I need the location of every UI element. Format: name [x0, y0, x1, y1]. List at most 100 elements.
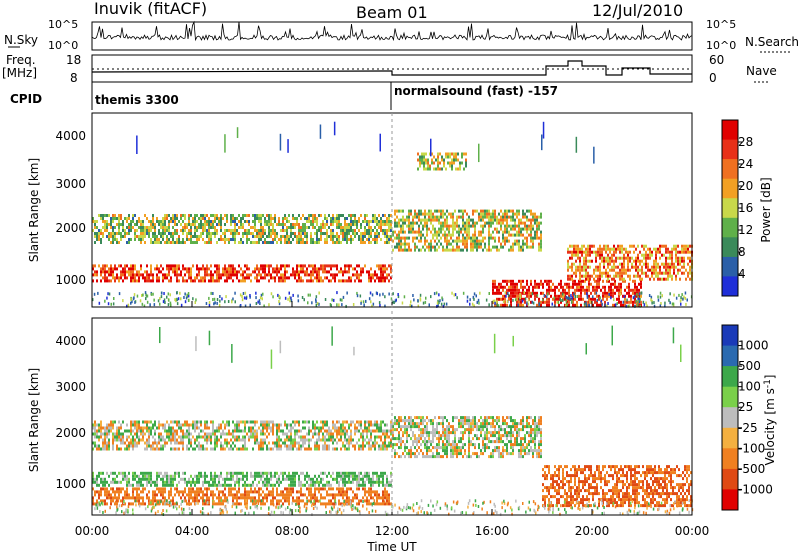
heatmap-cell [336, 303, 338, 307]
heatmap-cell [628, 304, 630, 308]
heatmap-cell [342, 426, 344, 430]
heatmap-cell [462, 221, 464, 225]
heatmap-cell [298, 474, 300, 478]
heatmap-cell [162, 223, 164, 226]
heatmap-cell [516, 297, 518, 301]
heatmap-cell [294, 235, 296, 238]
heatmap-cell [368, 276, 370, 280]
heatmap-cell [120, 441, 122, 445]
heatmap-cell [124, 267, 126, 271]
heatmap-cell [510, 233, 512, 237]
heatmap-cell [102, 471, 104, 475]
heatmap-cell [192, 223, 194, 226]
heatmap-cell [260, 441, 262, 445]
heatmap-cell [603, 265, 605, 269]
heatmap-cell [464, 239, 466, 243]
heatmap-cell [689, 244, 691, 248]
heatmap-cell [124, 235, 126, 238]
heatmap-cell [188, 270, 190, 274]
heatmap-cell [414, 212, 416, 216]
heatmap-cell [132, 420, 134, 424]
heatmap-cell [657, 271, 659, 275]
heatmap-cell [208, 279, 210, 283]
heatmap-cell [609, 256, 611, 260]
heatmap-cell [380, 423, 382, 427]
heatmap-cell [250, 435, 252, 439]
heatmap-cell [316, 267, 318, 271]
heatmap-cell [162, 477, 164, 481]
heatmap-cell [242, 232, 244, 235]
heatmap-cell [548, 303, 550, 307]
heatmap-cell [280, 480, 282, 484]
heatmap-cell [326, 235, 328, 238]
heatmap-cell [514, 218, 516, 222]
heatmap-cell [502, 236, 504, 240]
heatmap-cell [398, 230, 400, 234]
heatmap-cell [348, 447, 350, 451]
heatmap-cell [540, 291, 542, 295]
heatmap-cell [166, 241, 168, 244]
heatmap-cell [426, 230, 428, 234]
heatmap-cell [587, 253, 589, 257]
heatmap-cell [200, 435, 202, 439]
heatmap-cell [232, 432, 234, 436]
colorbar-tick-label: 4 [738, 267, 746, 281]
heatmap-cell [110, 264, 112, 268]
heatmap-cell [633, 244, 635, 248]
heatmap-cell [260, 432, 262, 436]
heatmap-cell [536, 282, 538, 286]
heatmap-cell [234, 220, 236, 223]
heatmap-cell [292, 477, 294, 481]
heatmap-cell [290, 432, 292, 436]
heatmap-cell [586, 285, 588, 289]
heatmap-cell [410, 300, 412, 304]
heatmap-cell [287, 297, 289, 301]
heatmap-cell [348, 477, 350, 481]
heatmap-cell [344, 438, 346, 442]
heatmap-cell [234, 480, 236, 484]
nsearch-axis-bottom: 10^0 [706, 39, 736, 52]
heatmap-cell [200, 232, 202, 235]
heatmap-cell [659, 250, 661, 254]
heatmap-cell [170, 420, 172, 424]
heatmap-cell [316, 270, 318, 274]
heatmap-cell [170, 264, 172, 268]
heatmap-cell [558, 288, 560, 292]
heatmap-cell [180, 217, 182, 220]
heatmap-cell [496, 291, 498, 295]
heatmap-cell [360, 423, 362, 427]
heatmap-cell [379, 293, 381, 297]
heatmap-cell [437, 164, 439, 168]
heatmap-cell [140, 223, 142, 226]
heatmap-cell [457, 167, 459, 171]
heatmap-cell [128, 270, 130, 274]
heatmap-cell [346, 441, 348, 445]
heatmap-cell [362, 235, 364, 238]
heatmap-cell [410, 230, 412, 234]
heatmap-cell [536, 218, 538, 222]
heatmap-cell [104, 438, 106, 442]
heatmap-cell [234, 435, 236, 439]
heatmap-cell [458, 215, 460, 219]
heatmap-cell [226, 438, 228, 442]
heatmap-cell [198, 444, 200, 448]
heatmap-cell [364, 264, 366, 268]
heatmap-cell [344, 235, 346, 238]
heatmap-cell [398, 248, 400, 252]
heatmap-cell [540, 282, 542, 286]
heatmap-cell [522, 245, 524, 249]
heatmap-cell [667, 265, 669, 269]
heatmap-cell [174, 471, 176, 475]
heatmap-cell [512, 291, 514, 295]
heatmap-cell [134, 477, 136, 481]
heatmap-cell [280, 273, 282, 277]
heatmap-cell [236, 127, 239, 139]
heatmap-cell [204, 471, 206, 475]
heatmap-cell [298, 235, 300, 238]
heatmap-cell [657, 250, 659, 254]
heatmap-cell [567, 268, 569, 272]
heatmap-cell [214, 301, 216, 305]
heatmap-cell [261, 297, 263, 301]
heatmap-cell [152, 480, 154, 484]
heatmap-cell [637, 299, 640, 303]
